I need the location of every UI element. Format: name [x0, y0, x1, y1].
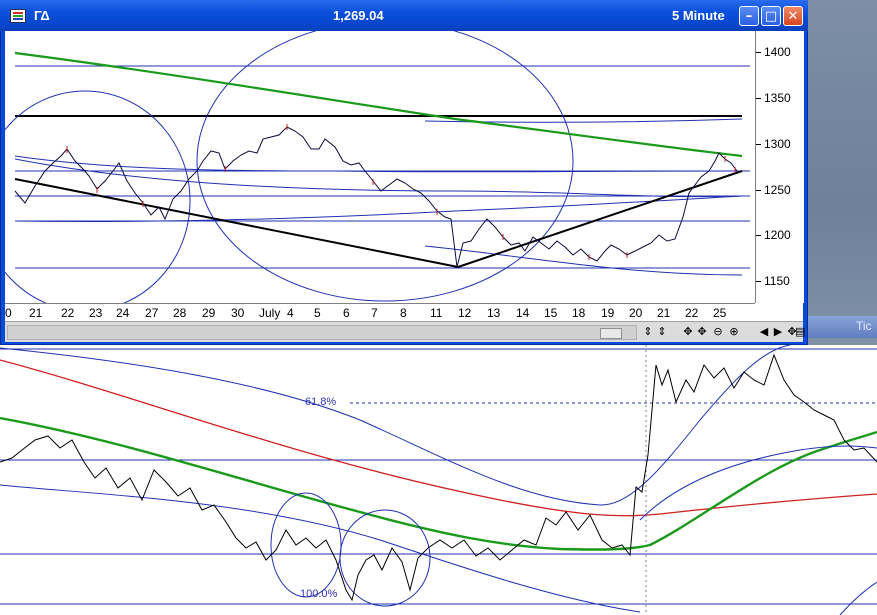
window-interval: 5 Minute — [672, 8, 725, 23]
scroll-right-button[interactable]: ▶ — [771, 324, 785, 339]
zoom-out-button[interactable]: ⊖ — [711, 324, 725, 339]
date-tick: 18 — [572, 306, 586, 320]
date-tick: 0 — [5, 306, 12, 320]
date-tick: 22 — [61, 306, 75, 320]
date-tick: 21 — [657, 306, 671, 320]
date-axis: 0 21 22 23 24 27 28 29 30 July 4 5 6 7 8… — [5, 303, 755, 322]
date-tick: 28 — [173, 306, 187, 320]
price-tick: 1350 — [756, 91, 791, 105]
arrow-right-icon: ▶ — [773, 325, 783, 338]
scroll-left-button[interactable]: ◀ — [757, 324, 771, 339]
scrollbar-track[interactable] — [7, 325, 637, 340]
background-window-tab[interactable]: Tic — [808, 316, 877, 338]
date-tick: 6 — [343, 306, 350, 320]
date-tick: 30 — [231, 306, 245, 320]
zoom-out-icon: ⊖ — [713, 325, 723, 338]
zoom-in-icon: ⊕ — [729, 325, 739, 338]
price-tick: 1150 — [756, 274, 790, 288]
move-icon: ✥ — [697, 325, 707, 338]
pan-icon: ✥ — [787, 325, 797, 338]
close-button[interactable]: ✕ — [783, 6, 803, 26]
price-tick: 1200 — [756, 228, 791, 242]
scroll-expand-button[interactable]: ⇕ — [655, 324, 669, 339]
close-icon: ✕ — [787, 9, 799, 24]
date-tick: 4 — [287, 306, 294, 320]
scroll-pan-button[interactable]: ✥ — [785, 324, 799, 339]
date-tick: 25 — [713, 306, 727, 320]
minimize-icon: – — [745, 9, 753, 24]
date-tick: 14 — [516, 306, 530, 320]
scrollbar-thumb[interactable] — [600, 328, 622, 339]
date-tick: 15 — [544, 306, 558, 320]
maximize-icon: □ — [764, 9, 778, 24]
vertical-arrows-icon: ✥ — [683, 325, 693, 338]
date-tick: 12 — [458, 306, 472, 320]
scroll-compress-button[interactable]: ⇕ — [641, 324, 655, 339]
window-titlebar[interactable]: ΓΔ 1,269.04 5 Minute – □ ✕ — [0, 0, 808, 31]
scroll-menu-button[interactable]: ▤ — [795, 324, 806, 339]
compress-icon: ⇕ — [643, 325, 653, 338]
price-chart[interactable] — [5, 31, 755, 303]
fib-level-100-label: 100.0% — [300, 588, 338, 600]
price-tick: 1400 — [756, 45, 791, 59]
date-tick: 19 — [601, 306, 615, 320]
date-tick: 8 — [400, 306, 407, 320]
date-tick: 29 — [202, 306, 216, 320]
expand-icon: ⇕ — [657, 325, 667, 338]
minimize-button[interactable]: – — [739, 6, 759, 26]
date-tick: 22 — [685, 306, 699, 320]
date-tick: July — [259, 306, 281, 320]
desktop-background — [808, 0, 877, 345]
zoom-in-button[interactable]: ⊕ — [727, 324, 741, 339]
background-window-tab-label: Tic — [856, 319, 872, 333]
chart-scrollbar[interactable]: ⇕ ⇕ ✥ ✥ ⊖ ⊕ ◀ ▶ ✥ ▤ — [5, 321, 806, 342]
date-tick: 23 — [89, 306, 103, 320]
chart-app-icon — [10, 9, 26, 23]
window-symbol: ΓΔ — [34, 8, 50, 23]
date-tick: 13 — [487, 306, 501, 320]
maximize-button[interactable]: □ — [761, 6, 781, 26]
window-last-price: 1,269.04 — [333, 8, 384, 23]
date-tick: 7 — [371, 306, 378, 320]
chart-client-area: 1400 1350 1300 1250 1200 1150 0 21 22 23… — [5, 31, 806, 342]
scroll-move-button[interactable]: ✥ — [695, 324, 709, 339]
price-tick: 1250 — [756, 183, 791, 197]
chart-window[interactable]: ΓΔ 1,269.04 5 Minute – □ ✕ — [0, 0, 808, 345]
price-tick: 1300 — [756, 137, 791, 151]
scroll-nav-group: ◀ ▶ ✥ ▤ — [755, 322, 806, 342]
date-tick: 24 — [116, 306, 130, 320]
fib-level-61-8-label: 61.8% — [305, 396, 337, 408]
date-tick: 27 — [145, 306, 159, 320]
menu-icon: ▤ — [795, 325, 806, 338]
scroll-vertical-button[interactable]: ✥ — [681, 324, 695, 339]
price-axis: 1400 1350 1300 1250 1200 1150 — [755, 31, 804, 303]
arrow-left-icon: ◀ — [759, 325, 769, 338]
date-tick: 21 — [29, 306, 43, 320]
date-tick: 20 — [629, 306, 643, 320]
date-tick: 11 — [430, 306, 443, 320]
date-tick: 5 — [314, 306, 321, 320]
